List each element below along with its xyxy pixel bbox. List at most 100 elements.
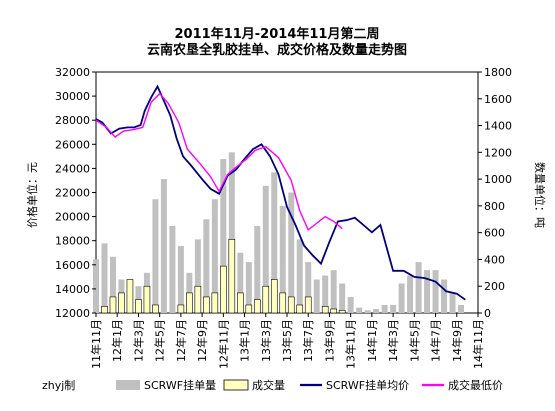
bar-listed [177, 246, 184, 313]
bar-traded [177, 304, 185, 314]
bar-listed [330, 270, 337, 313]
y-tick-label-left: 18000 [55, 235, 90, 248]
y-tick-label-left: 28000 [55, 114, 90, 127]
bar-listed [296, 239, 303, 313]
x-tick-label: 13年7月 [301, 319, 315, 362]
x-tick-label: 13年3月 [259, 319, 273, 362]
series-line-min-price [95, 92, 343, 232]
bar-traded [220, 265, 227, 314]
bar-listed [424, 270, 431, 313]
bar-traded [194, 285, 202, 314]
y-tick-label-right: 1600 [484, 93, 512, 106]
y-axis-right-label: 数量单位：吨 [533, 162, 547, 228]
y-tick-label-right: 600 [484, 227, 505, 240]
bar-traded [296, 304, 304, 314]
y-tick-label-right: 1000 [484, 173, 512, 186]
bar-listed [364, 310, 371, 313]
bar-listed [220, 159, 227, 313]
x-tick-label: 14年1月 [365, 319, 379, 362]
bar-traded [262, 285, 270, 314]
bar-traded [143, 285, 151, 314]
bar-listed [93, 259, 99, 313]
x-tick-label: 12年9月 [195, 319, 209, 362]
y-axis-left: 12000 14000 16000 18000 20000 22000 24000 26000… [55, 66, 96, 320]
bar-traded [237, 292, 244, 314]
y-tick-label-right: 1400 [484, 120, 512, 133]
bar-listed [194, 239, 201, 313]
bar-listed [271, 172, 278, 313]
x-tick-label: 14年9月 [450, 319, 464, 362]
y-tick-label-left: 32000 [55, 66, 90, 79]
bar-traded [152, 304, 159, 314]
bar-listed [415, 262, 422, 313]
legend-label-min-price: 成交最低价 [448, 378, 503, 392]
bar-listed [245, 262, 252, 313]
legend: zhyj制 SCRWF挂单量 成交量 SCRWF挂单均价 成交最低价 [42, 378, 503, 392]
bar-traded [211, 292, 219, 314]
bar-listed [228, 152, 235, 313]
legend-swatch-traded [223, 379, 249, 391]
y-tick-label-right: 1200 [484, 146, 512, 159]
x-tick-label: 14年5月 [407, 319, 421, 362]
x-tick-label: 12年7月 [174, 319, 188, 362]
bar-traded [203, 296, 210, 314]
bar-listed [381, 304, 388, 313]
y-tick-label-left: 20000 [55, 211, 90, 224]
legend-label-avg-price: SCRWF挂单均价 [326, 378, 409, 392]
chart-title: 2011年11月-2014年11月第二周 [175, 26, 380, 42]
bar-listed [109, 256, 116, 313]
bar-traded [101, 306, 108, 314]
bar-traded [186, 292, 193, 314]
y-tick-label-right: 800 [484, 200, 505, 213]
bar-listed [152, 199, 159, 313]
plot-area [95, 71, 479, 314]
bar-listed [347, 296, 354, 313]
bar-listed [373, 308, 380, 313]
bar-listed [160, 179, 167, 313]
y-tick-label-left: 22000 [55, 187, 90, 200]
bar-listed [441, 279, 448, 313]
bar-traded [109, 296, 117, 314]
y-tick-label-left: 26000 [55, 138, 90, 151]
y-tick-label-left: 12000 [55, 307, 90, 320]
y-tick-label-left: 16000 [55, 259, 90, 272]
x-tick-label: 14年7月 [429, 319, 443, 362]
bar-traded [279, 292, 287, 314]
bar-listed [169, 225, 176, 313]
bar-traded [304, 296, 312, 314]
bar-listed [254, 225, 261, 313]
x-tick-label: 12年3月 [131, 319, 145, 362]
x-tick-label: 12年11月 [216, 319, 230, 369]
legend-label-listed: SCRWF挂单量 [144, 378, 216, 392]
chart-subtitle: 云南农垦全乳胶挂单、成交价格及数量走势图 [147, 42, 407, 58]
y-tick-label-left: 14000 [55, 283, 90, 296]
bar-listed [305, 262, 312, 313]
y-axis-right: 0 200 400 600 800 1000 1200 1400 1600 1800 [478, 66, 512, 320]
bar-traded [321, 306, 329, 314]
bar-listed [322, 275, 329, 313]
bar-listed [398, 283, 405, 313]
bar-listed [313, 279, 320, 313]
bar-traded [270, 279, 278, 314]
bar-listed [101, 243, 108, 313]
bars-listed [93, 152, 465, 313]
x-tick-label: 12年5月 [153, 319, 167, 362]
bar-listed [432, 270, 439, 313]
x-axis: 11年11月 12年1月 12年3月 12年5月 12年7月 12年9月 12年11月 13年… [89, 313, 485, 369]
bar-listed [458, 304, 465, 313]
y-tick-label-right: 400 [484, 253, 505, 266]
bar-listed [390, 304, 397, 313]
y-tick-label-right: 0 [484, 307, 491, 320]
bar-listed [279, 205, 286, 313]
series-line-avg-price [95, 84, 466, 301]
x-tick-label: 11年11月 [89, 319, 103, 369]
bar-listed [407, 275, 414, 313]
bar-traded [287, 296, 295, 314]
bar-listed [237, 252, 244, 313]
x-tick-label: 14年11月 [471, 319, 485, 369]
bars-traded [101, 239, 346, 314]
bar-traded [245, 304, 253, 314]
x-tick-label: 13年11月 [344, 319, 358, 369]
x-tick-label: 12年1月 [110, 319, 124, 362]
